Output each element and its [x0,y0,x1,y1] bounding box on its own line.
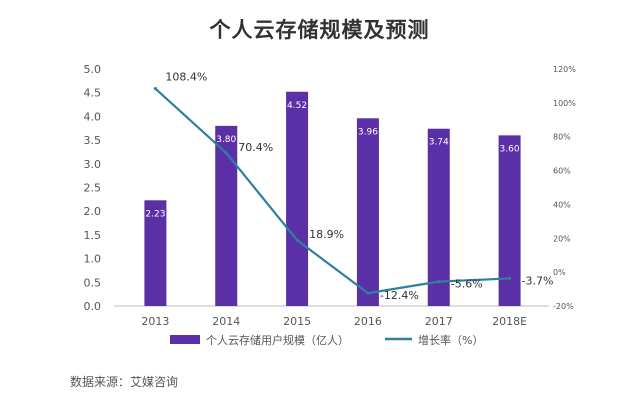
growth-rate-label: 70.4% [238,141,273,154]
growth-rate-point [224,151,228,155]
left-axis-tick-label: 4.5 [84,87,102,100]
left-axis-tick-label: 3.0 [84,158,102,171]
right-axis-tick-label: 120% [553,65,576,74]
right-axis-tick-label: -20% [553,302,574,311]
growth-rate-point [437,280,441,284]
right-axis-tick-label: 20% [553,234,571,243]
x-axis-tick-label: 2017 [425,315,453,328]
legend-label-bar: 个人云存储用户规模（亿人） [206,333,349,347]
bar-2018E [498,135,521,306]
x-axis-tick-label: 2016 [354,315,382,328]
x-axis-tick-label: 2014 [212,315,240,328]
growth-rate-point [366,291,370,295]
left-axis-tick-label: 1.5 [84,229,102,242]
chart-title: 个人云存储规模及预测 [209,18,430,42]
bar-2017 [427,128,450,306]
bar-value-label: 3.60 [500,144,520,154]
left-axis-tick-label: 4.0 [84,110,102,123]
bar-value-label: 3.74 [429,138,449,148]
left-axis-tick-label: 5.0 [84,63,102,76]
right-axis-tick-label: 60% [553,167,571,176]
bar-2013 [144,200,167,306]
left-axis-tick-label: 3.5 [84,134,102,147]
growth-rate-point [295,238,299,242]
bar-value-label: 2.23 [145,209,165,219]
bar-2015 [286,91,309,306]
bar-value-label: 4.52 [287,101,307,111]
growth-rate-label: -3.7% [522,274,554,287]
x-axis-tick-label: 2018E [492,315,527,328]
growth-rate-line [154,87,510,295]
left-axis-tick-label: 0.0 [84,300,102,313]
left-axis-tick-label: 1.0 [84,253,102,266]
bar-value-label: 3.80 [216,135,236,145]
left-axis-tick-label: 2.0 [84,205,102,218]
growth-rate-point [507,276,512,281]
left-axis-tick-label: 0.5 [84,276,102,289]
x-axis-tick-label: 2013 [141,315,169,328]
data-source-note: 数据来源：艾媒咨询 [70,375,179,389]
right-axis-tick-label: 80% [553,133,571,142]
x-axis-tick-label: 2015 [283,315,311,328]
legend-label-line: 增长率（%） [418,333,483,347]
growth-rate-label: 18.9% [309,228,344,241]
right-axis-tick-label: 0% [553,268,566,277]
bar-value-label: 3.96 [358,127,378,137]
growth-rate-label: -12.4% [380,289,419,302]
legend-swatch-bar [170,335,200,344]
left-axis-tick-label: 2.5 [84,182,102,195]
growth-rate-label: 108.4% [165,71,207,84]
growth-rate-label: -5.6% [451,278,483,291]
bar-2016 [356,118,379,307]
growth-rate-point [153,87,158,91]
bar-2014 [215,125,238,306]
right-axis-tick-label: 40% [553,200,571,209]
right-axis-tick-label: 100% [553,99,576,108]
